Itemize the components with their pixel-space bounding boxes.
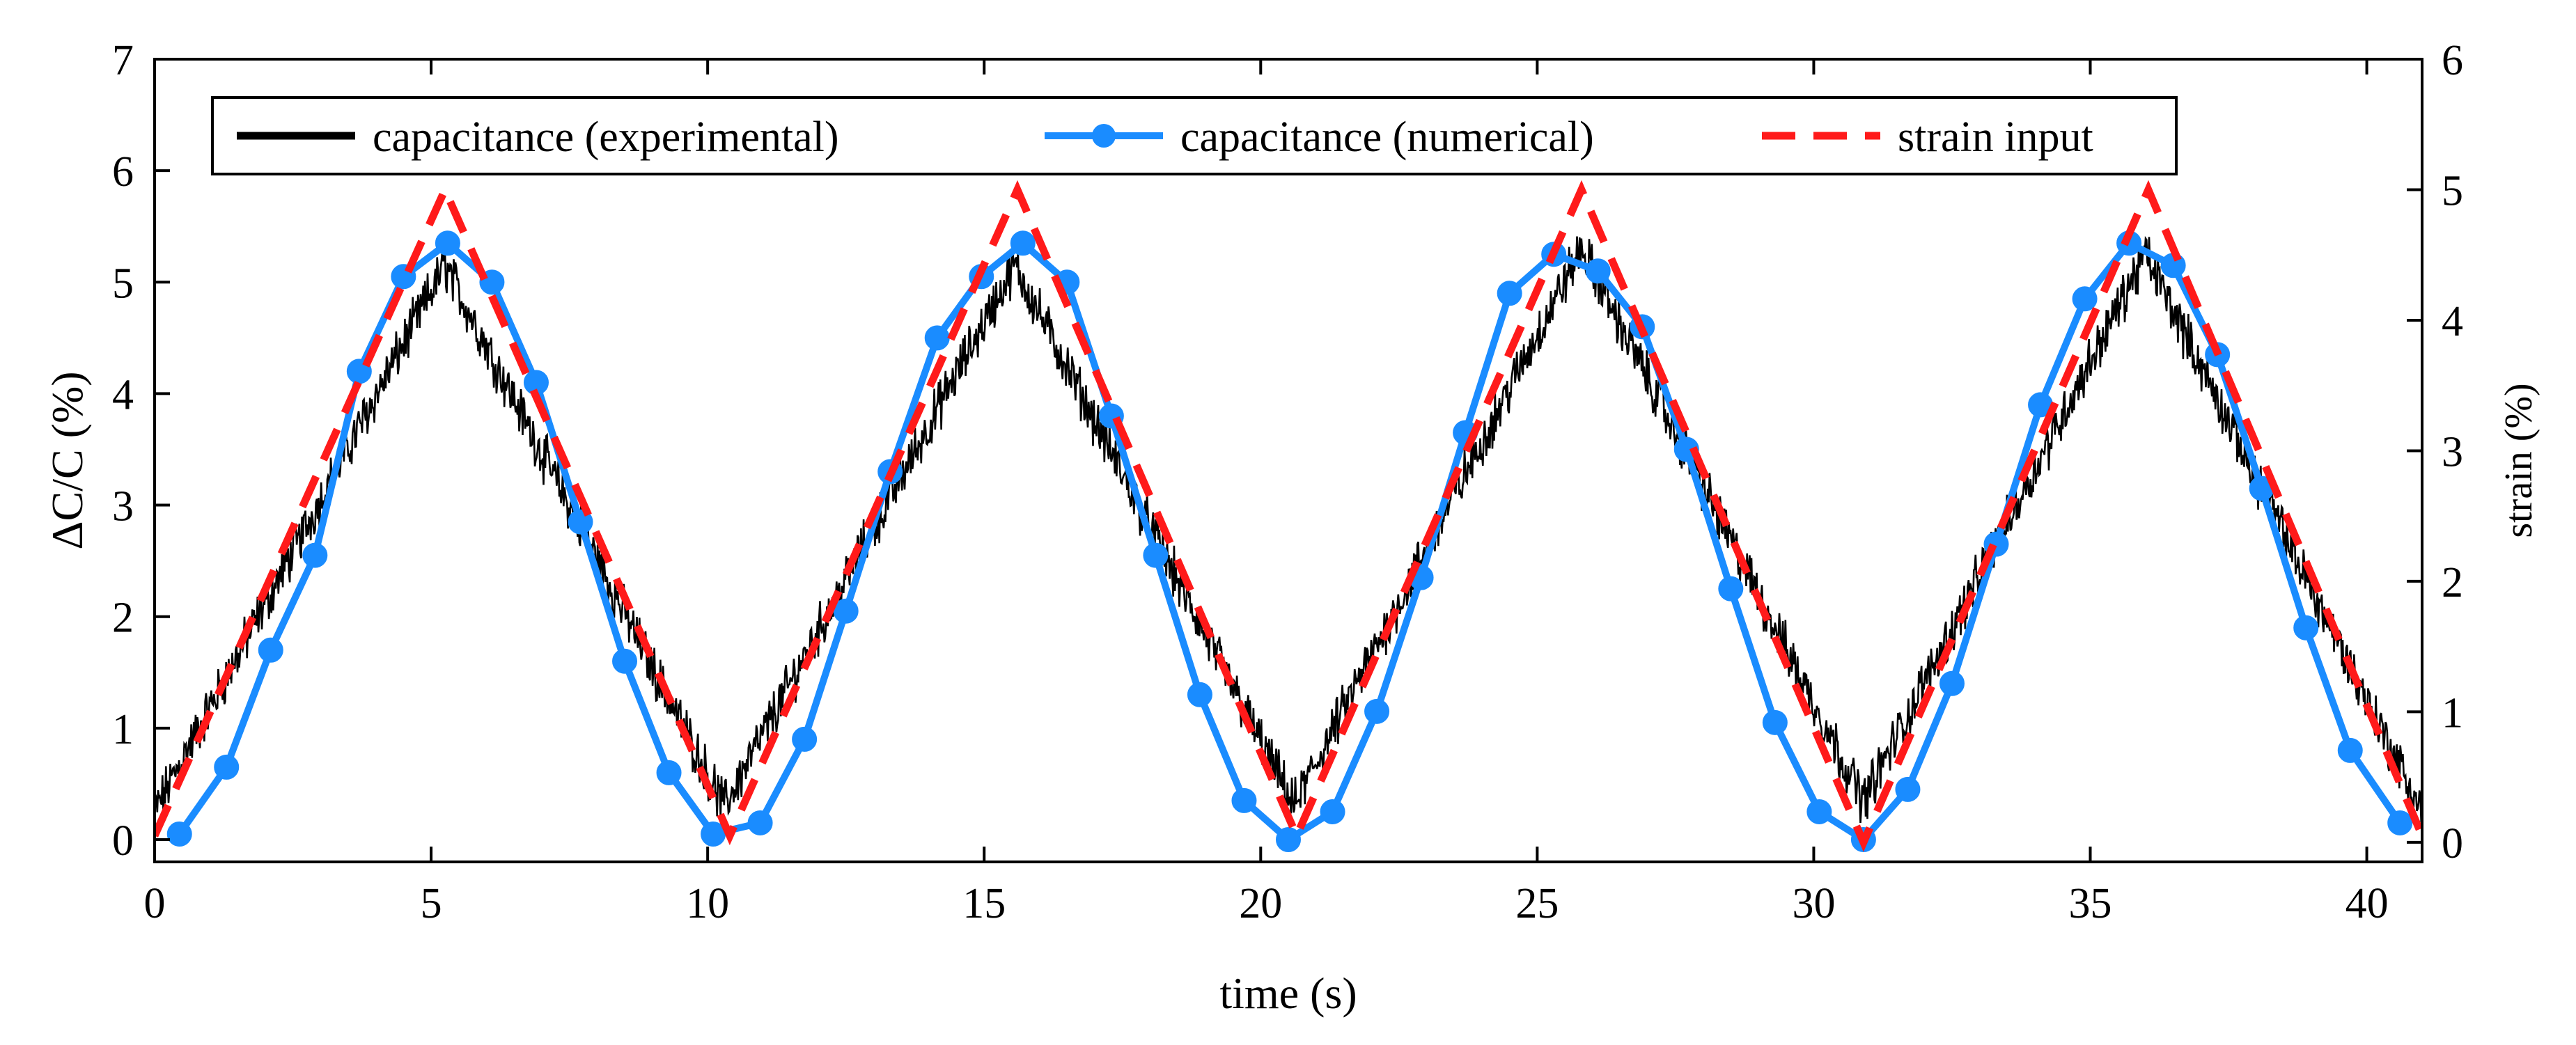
legend-item: capacitance (experimental) [237, 113, 839, 161]
x-axis-title: time (s) [1219, 968, 1357, 1018]
series-strain-line [155, 180, 2422, 852]
series-numerical-point [2072, 286, 2098, 312]
ticks-layer: 0 5 10 15 20 25 30 35 40 0 1 2 3 4 5 6 7 0 1 2 3 4 5 6 [112, 37, 2463, 927]
series-numerical-point [1718, 576, 1744, 602]
x-tick-label: 30 [1792, 880, 1835, 927]
series-numerical-point [792, 726, 818, 752]
legend: capacitance (experimental) capacitance (n… [211, 96, 2178, 175]
series-numerical-point [612, 648, 638, 674]
x-tick-label: 15 [962, 880, 1006, 927]
series-numerical-point [1806, 799, 1832, 824]
y-right-tick-label: 4 [2442, 298, 2463, 345]
series-numerical-point [258, 637, 283, 663]
series-numerical-point [1143, 542, 1169, 568]
x-tick-label: 25 [1515, 880, 1559, 927]
series-numerical-point [1762, 709, 1788, 735]
series-numerical-point [1320, 799, 1345, 824]
series-numerical-point [1231, 787, 1257, 813]
y-left-tick-label: 6 [112, 148, 134, 196]
series-numerical-point [435, 230, 460, 256]
series-numerical-point [1895, 776, 1921, 802]
x-tick-label: 0 [144, 880, 166, 927]
plot-frame [153, 58, 2423, 863]
series-numerical-point [2387, 810, 2413, 835]
x-tick-label: 35 [2069, 880, 2112, 927]
series-numerical-point [2293, 615, 2319, 641]
series-numerical-point [833, 598, 859, 624]
legend-item: capacitance (numerical) [1045, 113, 1594, 161]
y-left-tick-label: 7 [112, 37, 134, 84]
series-numerical-point [1585, 258, 1611, 284]
series-numerical-point [1187, 682, 1212, 707]
series-layer [155, 180, 2422, 852]
y-right-tick-label: 0 [2442, 820, 2463, 867]
y-axis-left-title: ΔC/C (%) [42, 371, 92, 549]
legend-box [211, 96, 2178, 175]
legend-item: strain input [1762, 113, 2093, 161]
legend-marker [1092, 124, 1116, 148]
series-numerical-point [1939, 670, 1965, 696]
y-left-tick-label: 5 [112, 260, 134, 307]
y-right-tick-label: 5 [2442, 167, 2463, 214]
x-tick-label: 20 [1239, 880, 1282, 927]
y-right-tick-label: 6 [2442, 37, 2463, 84]
y-axis-right-title: strain (%) [2497, 383, 2540, 537]
series-numerical-point [1497, 281, 1522, 306]
series-numerical-point [1276, 826, 1301, 852]
legend-items: capacitance (experimental) capacitance (n… [237, 113, 2093, 161]
series-numerical-point [302, 542, 328, 568]
series-numerical-line [176, 239, 2403, 843]
y-right-tick-label: 2 [2442, 559, 2463, 606]
legend-label: capacitance (numerical) [1180, 113, 1594, 161]
y-left-tick-label: 3 [112, 483, 134, 531]
series-numerical-point [2337, 737, 2363, 763]
legend-label: strain input [1898, 113, 2093, 161]
series-numerical-point [166, 821, 192, 847]
series-numerical-point [1010, 230, 1036, 256]
series-numerical-point [1364, 698, 1390, 724]
series-numerical-point [747, 810, 773, 835]
x-tick-label: 5 [421, 880, 442, 927]
y-left-tick-label: 2 [112, 595, 134, 642]
y-left-tick-label: 1 [112, 706, 134, 753]
y-right-tick-label: 1 [2442, 689, 2463, 737]
x-tick-label: 10 [686, 880, 729, 927]
series-experimental-line [155, 235, 2422, 823]
y-left-tick-label: 0 [112, 817, 134, 865]
series-numerical-point [214, 754, 240, 780]
legend-label: capacitance (experimental) [373, 113, 839, 161]
y-left-tick-label: 4 [112, 371, 134, 418]
y-right-tick-label: 3 [2442, 428, 2463, 476]
series-numerical-point [568, 509, 593, 535]
x-tick-label: 40 [2345, 880, 2389, 927]
series-numerical-point [656, 760, 682, 785]
series-numerical-point [924, 325, 950, 351]
